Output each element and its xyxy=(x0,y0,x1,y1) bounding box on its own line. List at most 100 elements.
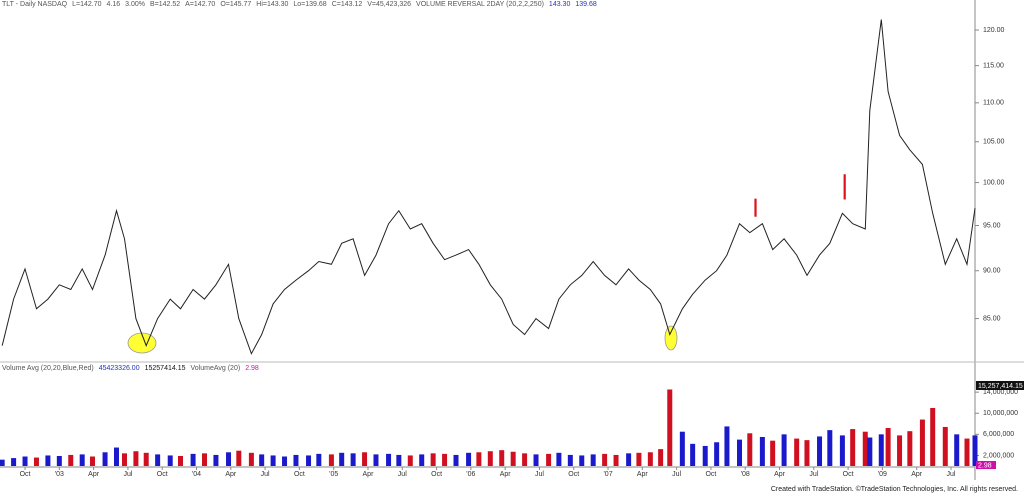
volume-bar xyxy=(930,407,936,466)
volume-bar xyxy=(362,452,368,466)
volume-bar xyxy=(613,454,619,466)
header-item: 143.30 xyxy=(548,1,571,8)
volume-bar xyxy=(316,453,322,466)
x-tick-label: Apr xyxy=(225,471,237,478)
volume-bar xyxy=(522,453,528,466)
x-tick-label: '03 xyxy=(55,471,64,478)
chart-header: TLT - Daily NASDAQ L=142.70 4.16 3.00% B=142… xyxy=(2,1,597,8)
header-item: TLT - Daily NASDAQ xyxy=(2,1,68,8)
volume-tick-label: 2,000,000 xyxy=(983,452,1014,459)
y-tick-label: 100.00 xyxy=(983,179,1005,186)
y-tick-label: 105.00 xyxy=(983,139,1005,146)
volume-bar xyxy=(747,433,753,466)
volume-bar xyxy=(133,451,139,466)
volume-bar xyxy=(386,453,392,466)
volume-bar xyxy=(702,445,708,466)
volume-bar xyxy=(556,452,562,466)
volume-bar xyxy=(113,447,119,466)
volume-bar xyxy=(850,429,856,466)
volume-bar xyxy=(867,437,873,466)
volume-bar xyxy=(626,453,632,466)
volume-bar xyxy=(781,434,787,466)
volume-bar xyxy=(270,455,276,466)
header-item: Lo=139.68 xyxy=(293,1,327,8)
volume-bar xyxy=(724,426,730,466)
volume-bar xyxy=(226,452,232,466)
x-tick-label: Oct xyxy=(294,471,305,478)
volume-bar xyxy=(11,458,17,466)
volume-bar xyxy=(178,455,184,466)
volume-bar xyxy=(546,453,552,466)
volume-bar xyxy=(282,456,288,466)
volume-bar xyxy=(690,443,696,466)
volume-bar xyxy=(190,453,196,466)
volume-bar xyxy=(236,450,242,466)
volume-bar xyxy=(964,438,970,466)
volume-bar xyxy=(942,426,948,466)
x-tick-label: Jul xyxy=(809,471,818,478)
volume-bar xyxy=(293,454,299,466)
volume-bar xyxy=(827,430,833,466)
volume-bar xyxy=(714,442,720,466)
header-item: 15257414.15 xyxy=(144,365,186,372)
y-tick-label: 120.00 xyxy=(983,27,1005,34)
volume-bar xyxy=(972,435,978,466)
volume-bar xyxy=(919,419,925,466)
volume-bar xyxy=(89,456,95,466)
volume-bar xyxy=(350,453,356,466)
volume-bar xyxy=(373,454,379,466)
x-tick-label: Jul xyxy=(947,471,956,478)
y-tick-label: 95.00 xyxy=(983,222,1001,229)
volume-bar xyxy=(679,431,685,466)
x-tick-label: Apr xyxy=(911,471,923,478)
volume-bar xyxy=(499,450,505,466)
volume-bar xyxy=(794,438,800,466)
x-tick-label: Oct xyxy=(843,471,854,478)
y-tick-label: 115.00 xyxy=(983,62,1004,69)
volume-bar xyxy=(407,455,413,466)
x-tick-label: Jul xyxy=(261,471,270,478)
y-tick-label: 110.00 xyxy=(983,100,1004,107)
x-tick-label: Oct xyxy=(157,471,168,478)
volume-bar xyxy=(33,457,39,466)
volume-bar xyxy=(759,436,765,466)
x-tick-label: Jul xyxy=(672,471,681,478)
header-item: Volume Avg (20,20,Blue,Red) xyxy=(2,365,94,372)
ratio-box xyxy=(976,461,996,469)
volume-bar xyxy=(213,454,219,466)
last-volume-label: 15,257,414.15 xyxy=(978,383,1023,390)
volume-bar xyxy=(636,452,642,466)
highlight-ellipse xyxy=(127,332,157,354)
x-tick-label: '05 xyxy=(329,471,338,478)
highlight-ellipse xyxy=(664,325,678,351)
volume-bar xyxy=(143,452,149,466)
volume-bar xyxy=(579,455,585,466)
y-tick-label: 90.00 xyxy=(983,268,1001,275)
header-item: V=45,423,326 xyxy=(367,1,412,8)
volume-bar xyxy=(862,431,868,466)
volume-bar xyxy=(248,452,254,466)
header-item: 2.98 xyxy=(245,365,259,372)
volume-bar xyxy=(56,455,62,466)
header-item: 139.68 xyxy=(575,1,597,8)
header-item: Hi=143.30 xyxy=(256,1,289,8)
price-line xyxy=(1,19,976,355)
header-item: L=142.70 xyxy=(72,1,102,8)
last-volume-box xyxy=(976,381,1024,390)
volume-bar xyxy=(442,453,448,466)
volume-bar xyxy=(567,454,573,466)
volume-bar xyxy=(79,454,85,466)
volume-bar xyxy=(155,454,161,466)
volume-bar xyxy=(533,454,539,466)
header-item: 3.00% xyxy=(125,1,145,8)
volume-bar xyxy=(476,452,482,466)
x-tick-label: '04 xyxy=(192,471,201,478)
volume-bar xyxy=(804,440,810,466)
volume-bar xyxy=(954,434,960,466)
header-item: VolumeAvg (20) xyxy=(190,365,241,372)
footer: Created with TradeStation. ©TradeStation… xyxy=(770,486,1018,493)
volume-bar xyxy=(202,453,208,466)
header-item: 45423326.00 xyxy=(98,365,140,372)
ratio-label: 2.98 xyxy=(978,462,992,469)
